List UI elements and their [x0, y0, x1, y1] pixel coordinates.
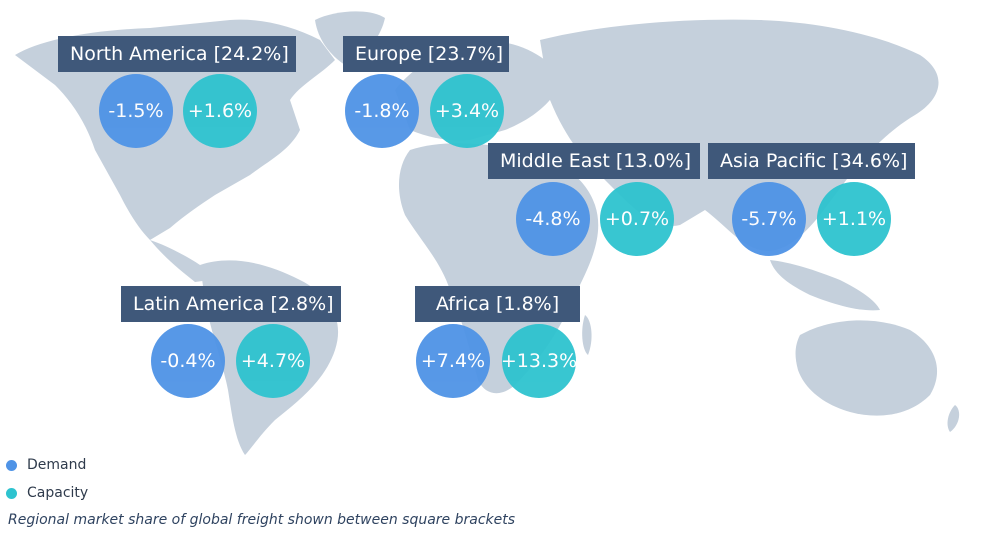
capacity-bubble-europe: +3.4%: [430, 74, 504, 148]
legend-capacity: Capacity: [6, 485, 88, 501]
legend-capacity-label: Capacity: [27, 485, 89, 501]
demand-bubble-latin-america: -0.4%: [151, 324, 225, 398]
demand-bubble-africa: +7.4%: [416, 324, 490, 398]
region-label-asia-pacific: Asia Pacific [34.6%]: [708, 143, 915, 179]
landmass-madagascar: [582, 315, 592, 355]
capacity-bubble-north-america: +1.6%: [183, 74, 257, 148]
region-label-africa: Africa [1.8%]: [415, 286, 580, 322]
capacity-bubble-middle-east: +0.7%: [600, 182, 674, 256]
region-label-latin-america: Latin America [2.8%]: [121, 286, 341, 322]
landmass-southeast-asia: [770, 260, 880, 311]
landmass-central-america: [150, 240, 210, 282]
demand-legend-dot-icon: [6, 459, 17, 471]
footnote: Regional market share of global freight …: [8, 512, 516, 528]
demand-bubble-asia-pacific: -5.7%: [732, 182, 806, 256]
landmass-north-america: [15, 19, 335, 240]
region-label-europe: Europe [23.7%]: [343, 36, 509, 72]
legend-demand: Demand: [6, 457, 86, 473]
capacity-bubble-asia-pacific: +1.1%: [817, 182, 891, 256]
capacity-bubble-latin-america: +4.7%: [236, 324, 310, 398]
demand-bubble-europe: -1.8%: [345, 74, 419, 148]
capacity-bubble-africa: +13.3%: [501, 324, 577, 398]
capacity-legend-dot-icon: [6, 487, 17, 499]
landmass-australia: [795, 320, 938, 416]
region-label-middle-east: Middle East [13.0%]: [488, 143, 700, 179]
landmass-new-zealand: [947, 405, 960, 432]
demand-bubble-north-america: -1.5%: [99, 74, 173, 148]
demand-bubble-middle-east: -4.8%: [516, 182, 590, 256]
legend-demand-label: Demand: [27, 457, 87, 473]
region-label-north-america: North America [24.2%]: [58, 36, 296, 72]
